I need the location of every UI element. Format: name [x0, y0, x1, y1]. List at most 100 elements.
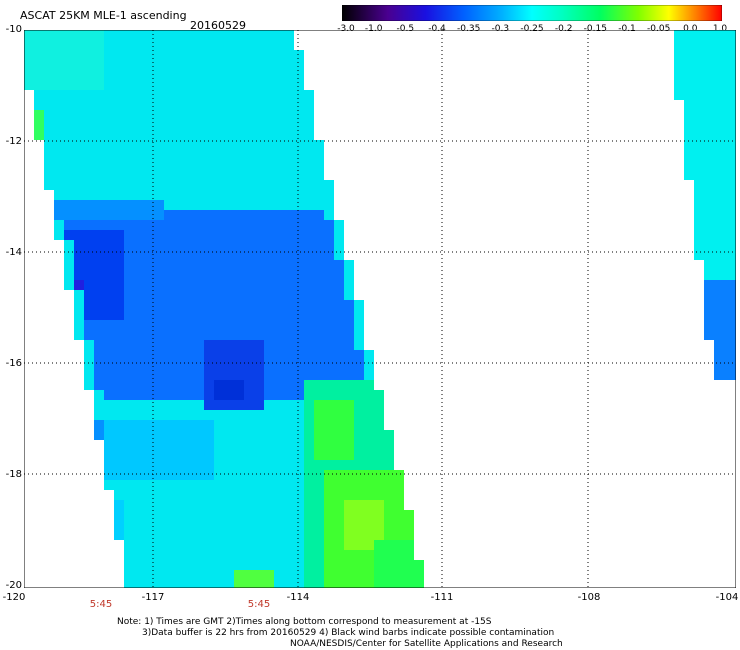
- swath-cell: [234, 290, 244, 300]
- swath-cell: [714, 340, 724, 350]
- swath-cell: [134, 230, 144, 240]
- swath-cell: [144, 60, 154, 70]
- swath-cell: [104, 200, 114, 210]
- swath-cell: [374, 450, 384, 460]
- swath-cell: [134, 390, 144, 400]
- swath-cell: [224, 370, 234, 380]
- swath-cell: [64, 200, 74, 210]
- swath-cell: [684, 70, 694, 80]
- swath-cell: [84, 140, 94, 150]
- swath-cell: [674, 50, 684, 60]
- swath-cell: [314, 480, 324, 490]
- swath-cell: [144, 500, 154, 510]
- swath-cell: [224, 170, 234, 180]
- swath-cell: [724, 190, 734, 200]
- swath-cell: [154, 170, 164, 180]
- colorbar-tick-label: -1.0: [364, 24, 383, 34]
- swath-cell: [144, 30, 154, 40]
- swath-cell: [184, 100, 194, 110]
- swath-cell: [734, 120, 736, 130]
- swath-cell: [194, 130, 204, 140]
- swath-cell: [224, 540, 234, 550]
- swath-cell: [314, 500, 324, 510]
- swath-cell: [104, 170, 114, 180]
- swath-cell: [84, 160, 94, 170]
- swath-cell: [274, 180, 284, 190]
- swath-cell: [164, 310, 174, 320]
- swath-cell: [294, 310, 304, 320]
- swath-cell: [294, 150, 304, 160]
- swath-cell: [144, 420, 154, 430]
- swath-cell: [84, 370, 94, 380]
- swath-cell: [334, 450, 344, 460]
- y-label-12: -12: [5, 136, 22, 147]
- swath-cell: [334, 240, 344, 250]
- swath-cell: [114, 400, 124, 410]
- swath-cell: [184, 500, 194, 510]
- swath-cell: [134, 140, 144, 150]
- swath-cell: [204, 380, 214, 390]
- swath-cell: [734, 330, 736, 340]
- swath-cell: [74, 100, 84, 110]
- swath-cell: [314, 550, 324, 560]
- swath-cell: [74, 180, 84, 190]
- swath-cell: [284, 140, 294, 150]
- swath-cell: [104, 240, 114, 250]
- swath-cell: [354, 410, 364, 420]
- swath-cell: [74, 250, 84, 260]
- swath-cell: [234, 280, 244, 290]
- swath-cell: [154, 470, 164, 480]
- swath-cell: [144, 320, 154, 330]
- swath-cell: [114, 180, 124, 190]
- swath-cell: [294, 240, 304, 250]
- swath-cell: [294, 230, 304, 240]
- note-line-1: Note: 1) Times are GMT 2)Times along bot…: [117, 617, 492, 627]
- swath-cell: [134, 310, 144, 320]
- swath-cell: [724, 320, 734, 330]
- swath-cell: [274, 250, 284, 260]
- swath-cell: [314, 410, 324, 420]
- swath-cell: [694, 200, 704, 210]
- swath-cell: [244, 580, 254, 588]
- swath-cell: [154, 60, 164, 70]
- swath-cell: [284, 550, 294, 560]
- swath-cell: [214, 360, 224, 370]
- swath-cell: [184, 50, 194, 60]
- swath-cell: [204, 510, 214, 520]
- swath-cell: [244, 540, 254, 550]
- swath-cell: [344, 500, 354, 510]
- swath-cell: [84, 380, 94, 390]
- swath-cell: [374, 440, 384, 450]
- swath-cell: [194, 350, 204, 360]
- swath-cell: [734, 260, 736, 270]
- swath-cell: [204, 550, 214, 560]
- swath-cell: [234, 170, 244, 180]
- swath-cell: [204, 570, 214, 580]
- swath-cell: [124, 350, 134, 360]
- swath-cell: [194, 550, 204, 560]
- swath-cell: [354, 470, 364, 480]
- swath-cell: [94, 40, 104, 50]
- swath-cell: [164, 200, 174, 210]
- swath-cell: [124, 230, 134, 240]
- swath-cell: [264, 530, 274, 540]
- swath-cell: [244, 30, 254, 40]
- swath-cell: [104, 320, 114, 330]
- swath-cell: [294, 220, 304, 230]
- swath-cell: [134, 30, 144, 40]
- swath-cell: [384, 440, 394, 450]
- swath-cell: [194, 110, 204, 120]
- note-line-3: NOAA/NESDIS/Center for Satellite Applica…: [290, 639, 563, 649]
- swath-cell: [264, 370, 274, 380]
- swath-cell: [204, 100, 214, 110]
- swath-cell: [184, 520, 194, 530]
- swath-cell: [334, 540, 344, 550]
- swath-cell: [34, 80, 44, 90]
- swath-cell: [104, 220, 114, 230]
- swath-cell: [84, 220, 94, 230]
- swath-cell: [104, 210, 114, 220]
- swath-cell: [344, 280, 354, 290]
- swath-cell: [154, 540, 164, 550]
- swath-cell: [64, 40, 74, 50]
- swath-cell: [714, 120, 724, 130]
